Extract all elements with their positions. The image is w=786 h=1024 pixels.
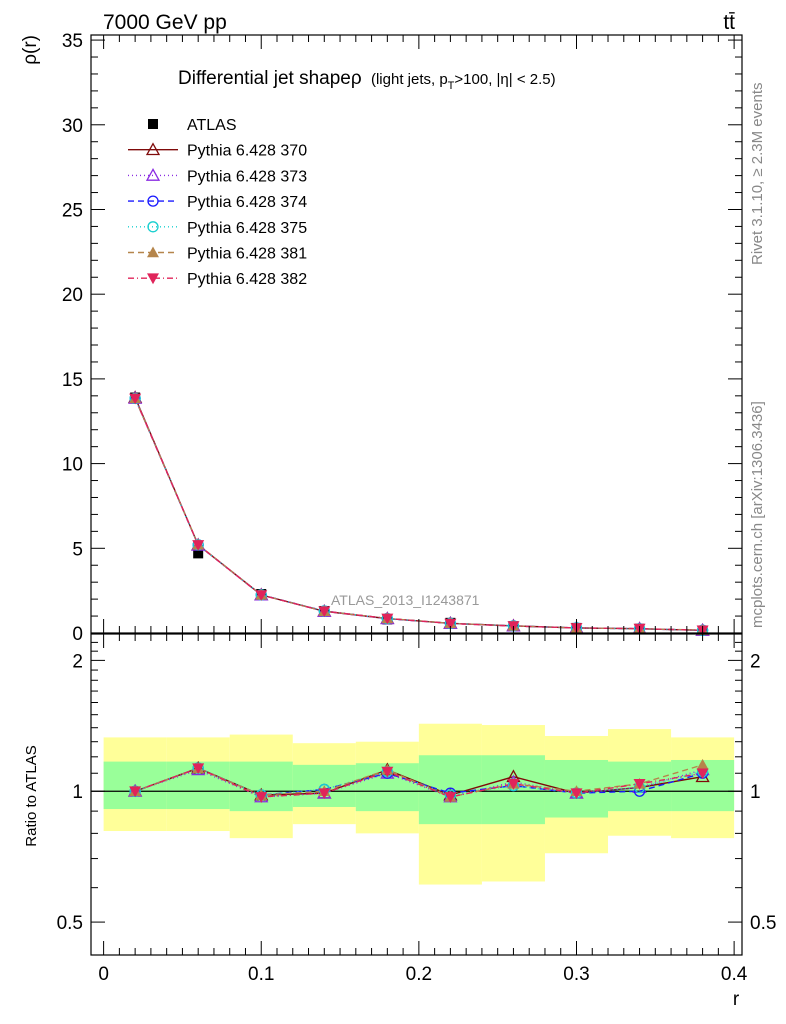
process-label: tt̄: [723, 11, 735, 34]
ratio-panel: 0.5 0.5 1 1 2 2 0 0.1 0.2 0.3 0.4 Ratio to ATLAS r: [23, 633, 776, 1010]
main-series-marker-5: [444, 618, 457, 630]
legend-marker: [147, 195, 159, 207]
legend-marker: [148, 119, 158, 129]
legend-label: Pythia 6.428 373: [187, 168, 307, 185]
main-y-tick-label: 20: [62, 285, 83, 306]
x-tick-label: 0.2: [406, 964, 432, 985]
legend-marker: [147, 246, 159, 258]
ratio-series-marker-5: [507, 779, 520, 790]
legend-entry: Pythia 6.428 370: [128, 142, 307, 160]
ratio-y-tick-label: 0.5: [57, 913, 83, 934]
ratio-series-line-4: [134, 764, 703, 798]
ratio-series-line-5: [134, 767, 703, 798]
legend-marker: [145, 142, 161, 156]
main-title: Differential jet shapeρ (light jets, pT>…: [178, 68, 556, 92]
ratio-series-marker-4: [696, 758, 709, 770]
ratio-series-line-1: [134, 769, 703, 798]
ratio-series-marker-5: [444, 792, 457, 803]
main-series-marker-5: [255, 590, 268, 602]
main-y-axis-label: ρ(r): [20, 35, 41, 65]
main-title-rho: ρ: [351, 68, 362, 89]
rivet-version-label: Rivet 3.1.10, ≥ 2.3M events: [749, 83, 766, 266]
ratio-y-tick-label-right: 2: [750, 651, 761, 672]
main-y-tick-label: 15: [62, 370, 83, 391]
legend-label: ATLAS: [187, 117, 237, 134]
main-y-tick-label: 5: [72, 539, 83, 560]
main-title-detail: (light jets, p: [371, 71, 448, 88]
legend-marker: [147, 273, 159, 285]
x-tick-label: 0: [98, 964, 109, 985]
ratio-y-tick-label: 1: [72, 782, 83, 803]
ratio-y-axis-label: Ratio to ATLAS: [23, 745, 40, 846]
legend-entry: Pythia 6.428 381: [128, 246, 307, 263]
x-tick-label: 0.1: [248, 964, 274, 985]
legend-marker: [147, 221, 159, 233]
x-tick-label: 0.3: [563, 964, 589, 985]
legend-entry: Pythia 6.428 373: [128, 168, 307, 185]
x-tick-label: 0.4: [721, 964, 748, 985]
legend-label: Pythia 6.428 381: [187, 246, 307, 263]
atlas-data-point: [193, 548, 204, 559]
ratio-series-marker-5: [570, 788, 583, 800]
main-title-detail2: >100, |η| < 2.5): [454, 71, 555, 88]
main-title-sub: T: [448, 80, 455, 92]
ratio-series-marker-5: [696, 768, 709, 780]
ratio-series-marker-5: [192, 763, 205, 775]
ratio-y-tick-label-right: 0.5: [750, 913, 776, 934]
main-title-text: Differential jet shape: [178, 68, 351, 89]
legend-entry: Pythia 6.428 382: [128, 271, 307, 288]
legend-label: Pythia 6.428 374: [187, 194, 307, 211]
energy-label: 7000 GeV pp: [103, 11, 227, 34]
legend-marker: [145, 168, 161, 181]
main-y-tick-label: 30: [62, 116, 83, 137]
main-y-tick-label: 0: [72, 624, 83, 645]
main-frame: [90, 34, 743, 634]
ratio-series-marker-5: [255, 792, 268, 803]
main-series-marker-5: [381, 613, 394, 625]
legend-label: Pythia 6.428 382: [187, 271, 307, 288]
ratio-series-marker-5: [129, 786, 142, 798]
ratio-y-tick-label: 2: [72, 651, 83, 672]
main-y-tick-label: 10: [62, 455, 83, 476]
analysis-watermark: ATLAS_2013_I1243871: [331, 592, 480, 608]
main-series-marker-5: [129, 393, 142, 405]
mcplots-label: mcplots.cern.ch [arXiv:1306.3436]: [749, 401, 766, 628]
main-series-marker-5: [192, 540, 205, 551]
main-panel: Differential jet shapeρ (light jets, pT>…: [20, 31, 743, 645]
main-y-tick-label: 25: [62, 200, 83, 221]
legend-entry: Pythia 6.428 374: [128, 194, 307, 211]
legend-entry: ATLAS: [148, 117, 237, 134]
legend-entry: Pythia 6.428 375: [128, 220, 307, 237]
legend-label: Pythia 6.428 370: [187, 143, 307, 160]
legend: ATLAS Pythia 6.428 370 Pythia 6.428 373 Pyt…: [128, 117, 307, 288]
ratio-frame: [90, 633, 743, 956]
main-series-marker-5: [318, 606, 331, 618]
legend-label: Pythia 6.428 375: [187, 220, 307, 237]
x-axis-label: r: [733, 989, 740, 1010]
ratio-series-marker-5: [381, 766, 394, 778]
ratio-series-marker-5: [318, 788, 331, 800]
main-y-tick-label: 35: [62, 31, 83, 52]
ratio-series-marker-5: [633, 779, 646, 790]
ratio-y-tick-label-right: 1: [750, 782, 761, 803]
